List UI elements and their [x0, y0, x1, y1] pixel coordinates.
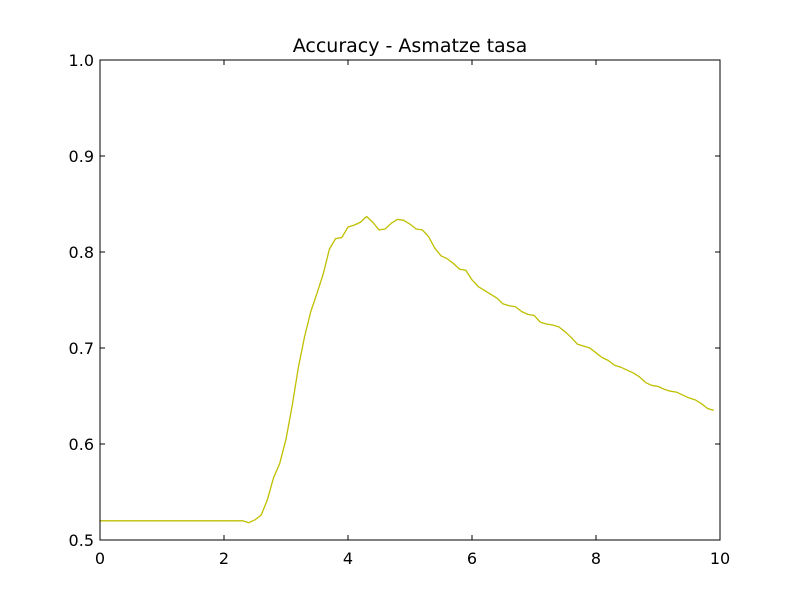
y-tick-label: 0.5	[69, 531, 94, 550]
y-tick-label: 0.9	[69, 147, 94, 166]
x-tick-label: 8	[591, 549, 601, 568]
y-tick-label: 1.0	[69, 51, 94, 70]
axis-tick-labels: 0 2 4 6 8 10 0.5 0.6 0.7 0.8 0.9 1.0	[69, 51, 731, 568]
series-group	[100, 215, 714, 524]
y-tick-label: 0.6	[69, 435, 94, 454]
x-tick-label: 2	[219, 549, 229, 568]
series-line-0	[100, 215, 714, 524]
x-tick-label: 4	[343, 549, 353, 568]
x-tick-label: 6	[467, 549, 477, 568]
chart-title: Accuracy - Asmatze tasa	[293, 35, 528, 57]
x-tick-label: 0	[95, 549, 105, 568]
y-tick-label: 0.8	[69, 243, 94, 262]
x-tick-label: 10	[710, 549, 730, 568]
plot-area-frame	[99, 59, 721, 541]
y-tick-label: 0.7	[69, 339, 94, 358]
